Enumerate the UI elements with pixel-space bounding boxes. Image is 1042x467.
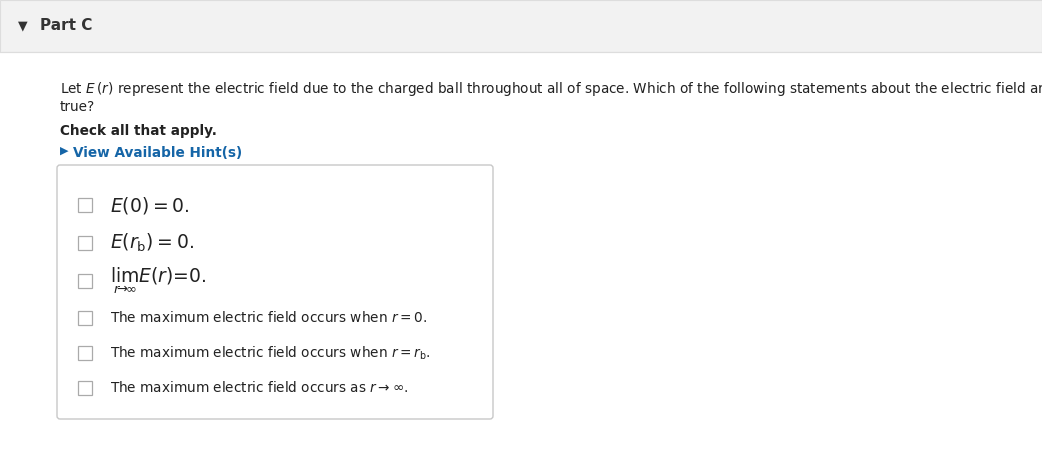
Text: Check all that apply.: Check all that apply. bbox=[60, 124, 217, 138]
FancyBboxPatch shape bbox=[77, 381, 92, 395]
Text: Part C: Part C bbox=[40, 19, 93, 34]
FancyBboxPatch shape bbox=[77, 274, 92, 288]
Text: ▼: ▼ bbox=[18, 20, 28, 33]
Text: The maximum electric field occurs when $r = r_\mathrm{b}.$: The maximum electric field occurs when $… bbox=[110, 344, 430, 362]
FancyBboxPatch shape bbox=[0, 0, 1042, 52]
Text: ▶: ▶ bbox=[60, 146, 72, 156]
Text: The maximum electric field occurs as $r \to \infty.$: The maximum electric field occurs as $r … bbox=[110, 381, 408, 396]
FancyBboxPatch shape bbox=[77, 311, 92, 325]
FancyBboxPatch shape bbox=[77, 346, 92, 360]
Text: $E(r_\mathrm{b}) = 0.$: $E(r_\mathrm{b}) = 0.$ bbox=[110, 232, 194, 255]
FancyBboxPatch shape bbox=[77, 198, 92, 212]
FancyBboxPatch shape bbox=[57, 165, 493, 419]
FancyBboxPatch shape bbox=[77, 236, 92, 250]
Text: $\lim_{r\!\to\!\infty} E(r) = 0.$: $\lim_{r\!\to\!\infty} E(r) = 0.$ bbox=[110, 266, 206, 296]
Text: $E(0) = 0.$: $E(0) = 0.$ bbox=[110, 195, 190, 216]
Text: The maximum electric field occurs when $r = 0.$: The maximum electric field occurs when $… bbox=[110, 311, 427, 325]
Text: View Available Hint(s): View Available Hint(s) bbox=[73, 146, 242, 160]
Text: true?: true? bbox=[60, 100, 95, 114]
Text: Let $E\,(r)$ represent the electric field due to the charged ball throughout all: Let $E\,(r)$ represent the electric fiel… bbox=[60, 80, 1042, 98]
